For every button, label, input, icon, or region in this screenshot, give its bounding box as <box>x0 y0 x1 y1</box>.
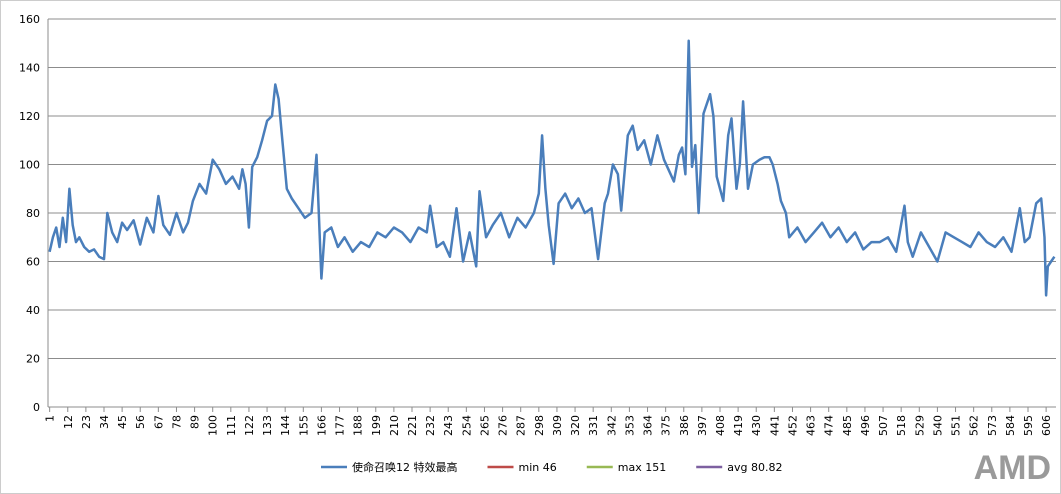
x-tick-label: 254 <box>460 415 473 436</box>
x-tick-label: 441 <box>768 415 781 436</box>
x-tick-label: 353 <box>623 415 636 436</box>
x-tick-label: 606 <box>1040 415 1053 436</box>
x-tick-label: 45 <box>116 415 129 429</box>
x-tick-label: 177 <box>334 415 347 436</box>
x-tick-label: 298 <box>533 415 546 436</box>
x-tick-label: 155 <box>297 415 310 436</box>
y-tick-label: 0 <box>33 401 40 414</box>
x-tick-label: 232 <box>424 415 437 436</box>
x-tick-label: 78 <box>170 415 183 429</box>
y-tick-label: 20 <box>26 353 40 366</box>
x-tick-label: 397 <box>696 415 709 436</box>
x-tick-label: 210 <box>388 415 401 436</box>
y-tick-label: 100 <box>19 159 40 172</box>
x-tick-label: 320 <box>569 415 582 436</box>
x-tick-label: 507 <box>877 415 890 436</box>
x-tick-label: 287 <box>515 415 528 436</box>
x-tick-label: 529 <box>913 415 926 436</box>
x-tick-label: 364 <box>642 415 655 436</box>
x-tick-label: 342 <box>605 415 618 436</box>
y-tick-label: 120 <box>19 110 40 123</box>
legend-label: max 151 <box>618 461 666 474</box>
x-tick-label: 419 <box>732 415 745 436</box>
x-tick-label: 133 <box>261 415 274 436</box>
watermark: AMD <box>974 449 1051 487</box>
y-tick-label: 40 <box>26 304 40 317</box>
y-tick-label: 80 <box>26 207 40 220</box>
data-line <box>48 39 1056 297</box>
x-tick-label: 56 <box>134 415 147 429</box>
x-tick-label: 67 <box>152 415 165 429</box>
x-tick-label: 111 <box>225 415 238 436</box>
x-tick-label: 375 <box>660 415 673 436</box>
x-tick-label: 100 <box>207 415 220 436</box>
x-tick-label: 386 <box>678 415 691 436</box>
y-tick-label: 140 <box>19 62 40 75</box>
x-tick-label: 463 <box>805 415 818 436</box>
x-tick-label: 551 <box>950 415 963 436</box>
x-tick-label: 540 <box>931 415 944 436</box>
x-tick-label: 276 <box>497 415 510 436</box>
y-tick-label: 60 <box>26 256 40 269</box>
x-tick-label: 1 <box>44 415 57 422</box>
x-tick-label: 265 <box>478 415 491 436</box>
x-tick-label: 584 <box>1004 415 1017 436</box>
x-tick-label: 474 <box>823 415 836 436</box>
x-tick-label: 144 <box>279 415 292 436</box>
x-tick-label: 331 <box>587 415 600 436</box>
x-tick-label: 573 <box>986 415 999 436</box>
x-tick-label: 221 <box>406 415 419 436</box>
x-tick-label: 243 <box>442 415 455 436</box>
x-tick-label: 485 <box>841 415 854 436</box>
x-tick-label: 199 <box>370 415 383 436</box>
x-tick-label: 595 <box>1022 415 1035 436</box>
legend-label: min 46 <box>519 461 557 474</box>
x-tick-label: 496 <box>859 415 872 436</box>
x-tick-label: 89 <box>189 415 202 429</box>
legend-label: avg 80.82 <box>727 461 782 474</box>
x-tick-label: 408 <box>714 415 727 436</box>
legend-label: 使命召唤12 特效最高 <box>352 460 458 474</box>
y-tick-label: 160 <box>19 13 40 26</box>
x-tick-label: 122 <box>243 415 256 436</box>
x-tick-label: 518 <box>895 415 908 436</box>
x-tick-label: 430 <box>750 415 763 436</box>
x-tick-label: 12 <box>62 415 75 429</box>
x-tick-label: 188 <box>352 415 365 436</box>
x-tick-label: 34 <box>98 415 111 429</box>
x-tick-label: 309 <box>551 415 564 436</box>
x-tick-label: 166 <box>315 415 328 436</box>
x-tick-label: 23 <box>80 415 93 429</box>
x-tick-label: 562 <box>968 415 981 436</box>
x-tick-label: 452 <box>786 415 799 436</box>
